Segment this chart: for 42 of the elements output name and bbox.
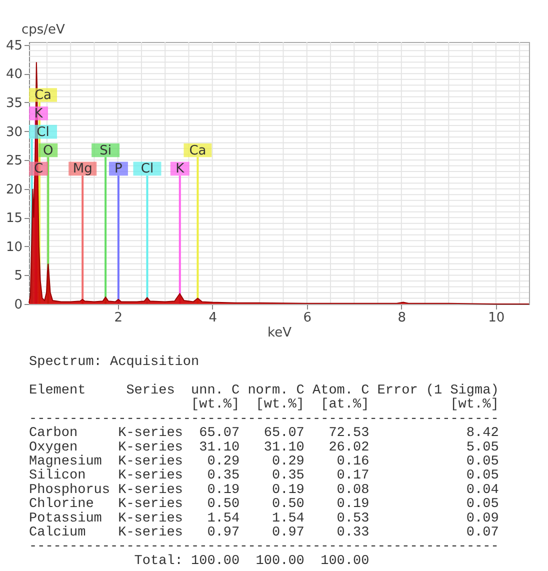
text: Potassium K-series 1.54 1.54 0.53 0.09 xyxy=(29,511,499,526)
y-tick-label: 30 xyxy=(6,124,22,140)
text: Magnesium K-series 0.29 0.29 0.16 0.05 xyxy=(29,454,499,470)
text: Calcium K-series 0.97 0.97 0.33 0.07 xyxy=(29,526,499,540)
y-tick-label: 0 xyxy=(14,298,22,312)
ref-line-label: O xyxy=(43,143,54,158)
x-tick-label: 4 xyxy=(208,310,218,326)
text: ---------------------------------------------------------- xyxy=(29,540,499,555)
y-axis-title: cps/eV xyxy=(22,22,66,38)
y-tick-label: 5 xyxy=(14,268,22,284)
text: Total: 100.00 100.00 100.00 xyxy=(134,554,370,569)
ref-line-label: C xyxy=(34,162,44,177)
x-tick-label: 2 xyxy=(114,310,122,326)
y-tick-label: 40 xyxy=(6,67,22,82)
text: Spectrum: Acquisition xyxy=(29,355,200,370)
y-tick-label: 20 xyxy=(6,182,22,198)
y-tick-label: 25 xyxy=(6,154,22,169)
text: ---------------------------------------------------------- xyxy=(29,412,499,427)
y-tick-label: 15 xyxy=(6,211,22,226)
ref-line-label: P xyxy=(114,162,123,177)
ref-line-label: Si xyxy=(100,143,112,158)
ref-line-label: Mg xyxy=(72,162,92,177)
ref-line-label: Cl xyxy=(36,124,50,140)
text: Element Series unn. C norm. C Atom. C Error (1 Sigma) xyxy=(29,384,499,398)
text: Silicon K-series 0.35 0.35 0.17 0.05 xyxy=(29,468,499,484)
x-axis-title: keV xyxy=(268,326,292,340)
y-tick-label: 45 xyxy=(6,38,22,54)
text: Phosphorus K-series 0.19 0.19 0.08 0.04 xyxy=(29,482,499,498)
y-tick-label: 10 xyxy=(6,240,22,255)
ref-line-label: Ca xyxy=(34,88,52,103)
x-tick-label: 6 xyxy=(303,310,312,326)
ref-line-label: Cl xyxy=(140,162,154,177)
text: Chlorine K-series 0.50 0.50 0.19 0.05 xyxy=(29,497,499,512)
ref-line-label: K xyxy=(176,162,185,177)
x-tick-label: 10 xyxy=(488,310,505,326)
text: [wt.%] [wt.%] [at.%] [wt.%] xyxy=(191,398,499,413)
y-tick-label: 35 xyxy=(6,96,22,111)
text: Carbon K-series 65.07 65.07 72.53 8.42 xyxy=(29,426,499,442)
ref-line-label: Ca xyxy=(189,143,206,158)
ref-line-label: K xyxy=(34,106,44,122)
text: Oxygen K-series 31.10 31.10 26.02 5.05 xyxy=(29,440,499,456)
x-tick-label: 8 xyxy=(398,310,406,326)
